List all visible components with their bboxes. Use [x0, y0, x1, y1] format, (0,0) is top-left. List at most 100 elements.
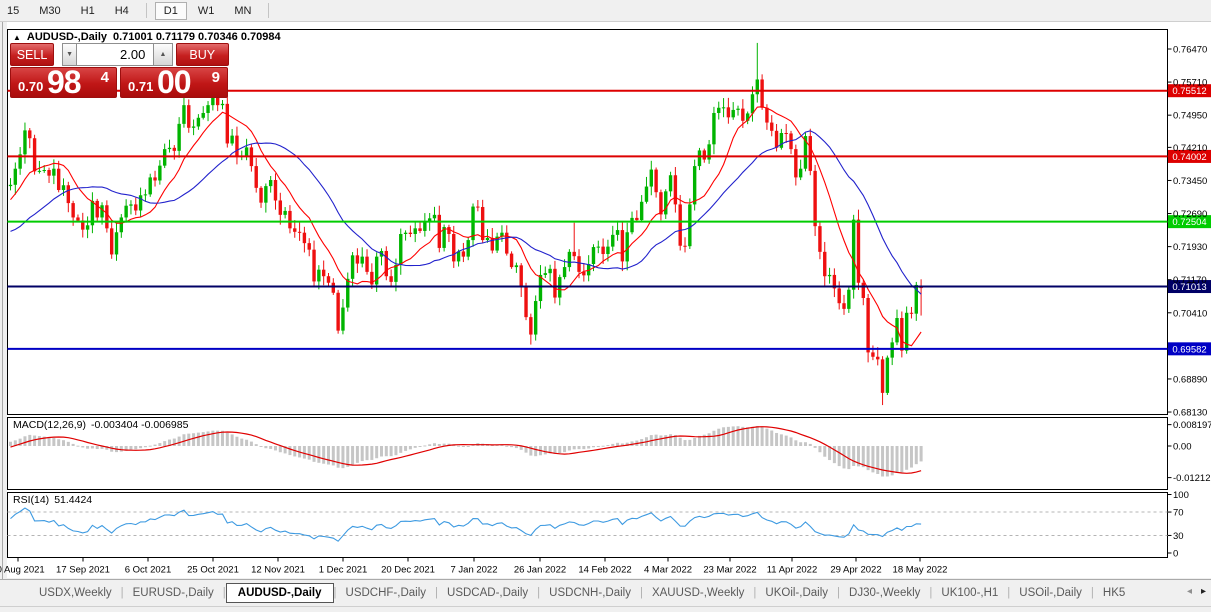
svg-text:100: 100 — [1173, 490, 1189, 501]
svg-text:11 Apr 2022: 11 Apr 2022 — [767, 565, 818, 576]
svg-text:0.008197: 0.008197 — [1173, 420, 1211, 431]
svg-text:0.72504: 0.72504 — [1172, 217, 1206, 228]
tab-separator: | — [120, 587, 124, 599]
svg-text:29 Apr 2022: 29 Apr 2022 — [830, 565, 881, 576]
timeframe-button-d1[interactable]: D1 — [154, 1, 187, 20]
tab-separator: | — [929, 587, 933, 599]
svg-text:1 Dec 2021: 1 Dec 2021 — [319, 565, 368, 576]
svg-text:4 Mar 2022: 4 Mar 2022 — [644, 565, 692, 576]
buy-price-display[interactable]: 0.71 00 9 — [120, 64, 228, 100]
tab-separator: | — [1090, 587, 1094, 599]
chart-title: ▲ AUDUSD-,Daily 0.71001 0.71179 0.70346 … — [13, 31, 281, 43]
rsi-name: RSI(14) — [13, 494, 50, 506]
svg-text:0.74950: 0.74950 — [1173, 111, 1207, 122]
buy-price-main: 00 — [157, 64, 192, 100]
timeframe-button-15[interactable]: 15 — [7, 4, 20, 17]
ma-10-line — [10, 106, 922, 347]
svg-text:20 Dec 2021: 20 Dec 2021 — [381, 565, 435, 576]
tab-scroll-right-icon[interactable]: ▸ — [1200, 586, 1206, 597]
ma-25-line — [10, 130, 922, 295]
volume-decrease-button[interactable]: ▼ — [61, 43, 78, 66]
chart-tab-hk5[interactable]: HK5 — [1102, 587, 1126, 599]
rsi-indicator-label: RSI(14) 51.4424 — [13, 494, 92, 506]
svg-text:0.72690: 0.72690 — [1173, 209, 1207, 220]
sell-price-prefix: 0.70 — [18, 79, 44, 94]
svg-text:0.68130: 0.68130 — [1173, 408, 1207, 419]
timeframe-button-h4[interactable]: H4 — [114, 4, 129, 17]
buy-button[interactable]: BUY — [175, 43, 229, 66]
chart-tab-ukoil-daily[interactable]: UKOil-,Daily — [765, 587, 829, 599]
chart-tab-usdchf-daily[interactable]: USDCHF-,Daily — [345, 587, 427, 599]
svg-text:17 Sep 2021: 17 Sep 2021 — [56, 565, 110, 576]
tab-separator: | — [222, 587, 226, 599]
window-left-edge — [2, 22, 3, 606]
svg-text:0.71930: 0.71930 — [1173, 242, 1207, 253]
tab-scroll-left-icon[interactable]: ◂ — [1186, 586, 1192, 597]
svg-text:30 Aug 2021: 30 Aug 2021 — [0, 565, 45, 576]
collapse-panel-icon[interactable]: ▲ — [13, 32, 21, 42]
rsi-line — [10, 507, 922, 542]
sell-price-display[interactable]: 0.70 98 4 — [10, 64, 117, 100]
tab-separator: | — [837, 587, 841, 599]
volume-input[interactable] — [77, 43, 154, 66]
sell-button[interactable]: SELL — [10, 43, 54, 66]
volume-increase-button[interactable]: ▲ — [153, 43, 173, 66]
svg-text:0.00: 0.00 — [1173, 442, 1192, 453]
tab-separator: | — [537, 587, 541, 599]
svg-text:25 Oct 2021: 25 Oct 2021 — [187, 565, 239, 576]
symbol-label: AUDUSD-,Daily — [26, 31, 107, 43]
chart-tab-audusd-daily[interactable]: AUDUSD-,Daily — [225, 583, 334, 603]
svg-text:0.69582: 0.69582 — [1172, 344, 1206, 355]
sell-price-main: 98 — [47, 64, 82, 100]
svg-text:14 Feb 2022: 14 Feb 2022 — [578, 565, 631, 576]
timeframe-button-h1[interactable]: H1 — [80, 4, 95, 17]
svg-text:23 Mar 2022: 23 Mar 2022 — [703, 565, 756, 576]
svg-text:0.74002: 0.74002 — [1172, 152, 1206, 163]
svg-text:0.68890: 0.68890 — [1173, 374, 1207, 385]
one-click-trading-panel: SELL ▼ ▲ BUY 0.70 98 4 0.71 00 9 — [10, 43, 229, 100]
chart-tab-eurusd-daily[interactable]: EURUSD-,Daily — [132, 587, 214, 599]
buy-price-pip: 9 — [211, 69, 220, 86]
chart-tab-bar: USDX,Weekly | EURUSD-,Daily | AUDUSD-,Daily |… — [0, 579, 1211, 607]
chart-tab-usoil-daily[interactable]: USOil-,Daily — [1019, 587, 1082, 599]
tab-separator: | — [333, 587, 337, 599]
candles-layer — [8, 42, 923, 406]
chart-tab-usdx-weekly[interactable]: USDX,Weekly — [39, 587, 112, 599]
svg-text:0.75710: 0.75710 — [1173, 78, 1207, 89]
timeframe-button-m30[interactable]: M30 — [39, 4, 61, 17]
svg-text:0.70410: 0.70410 — [1173, 308, 1207, 319]
sell-price-pip: 4 — [100, 69, 109, 86]
svg-text:18 May 2022: 18 May 2022 — [893, 565, 948, 576]
macd-values: -0.003404 -0.006985 — [90, 419, 189, 431]
chart-tab-usdcnh-daily[interactable]: USDCNH-,Daily — [549, 587, 631, 599]
svg-text:7 Jan 2022: 7 Jan 2022 — [450, 565, 497, 576]
svg-text:6 Oct 2021: 6 Oct 2021 — [125, 565, 171, 576]
chart-tab-uk100-h1[interactable]: UK100-,H1 — [941, 587, 999, 599]
svg-text:12 Nov 2021: 12 Nov 2021 — [251, 565, 305, 576]
timeframe-toolbar: 15 M30 H1 H4 D1 W1 MN — [0, 0, 1211, 22]
toolbar-separator — [145, 3, 147, 18]
svg-text:0.76470: 0.76470 — [1173, 45, 1207, 56]
svg-text:0.73450: 0.73450 — [1173, 176, 1207, 187]
chart-tab-dj30-weekly[interactable]: DJ30-,Weekly — [849, 587, 921, 599]
tab-separator: | — [1007, 587, 1011, 599]
macd-name: MACD(12,26,9) — [13, 419, 86, 431]
rsi-value: 51.4424 — [54, 494, 93, 506]
svg-text:0: 0 — [1173, 549, 1178, 560]
svg-text:0.75512: 0.75512 — [1172, 86, 1206, 97]
tab-separator: | — [435, 587, 439, 599]
svg-text:26 Jan 2022: 26 Jan 2022 — [514, 565, 566, 576]
chart-tab-xauusd-weekly[interactable]: XAUUSD-,Weekly — [651, 587, 745, 599]
tab-separator: | — [639, 587, 643, 599]
chart-tab-usdcad-daily[interactable]: USDCAD-,Daily — [447, 587, 529, 599]
timeframe-button-w1[interactable]: W1 — [197, 4, 215, 17]
macd-indicator-label: MACD(12,26,9) -0.003404 -0.006985 — [13, 419, 188, 431]
tab-separator: | — [753, 587, 757, 599]
macd-signal-line — [10, 426, 922, 474]
svg-text:30: 30 — [1173, 531, 1184, 542]
svg-text:0.74210: 0.74210 — [1173, 143, 1207, 154]
svg-text:0.71170: 0.71170 — [1173, 275, 1207, 286]
timeframe-button-mn[interactable]: MN — [234, 4, 252, 17]
